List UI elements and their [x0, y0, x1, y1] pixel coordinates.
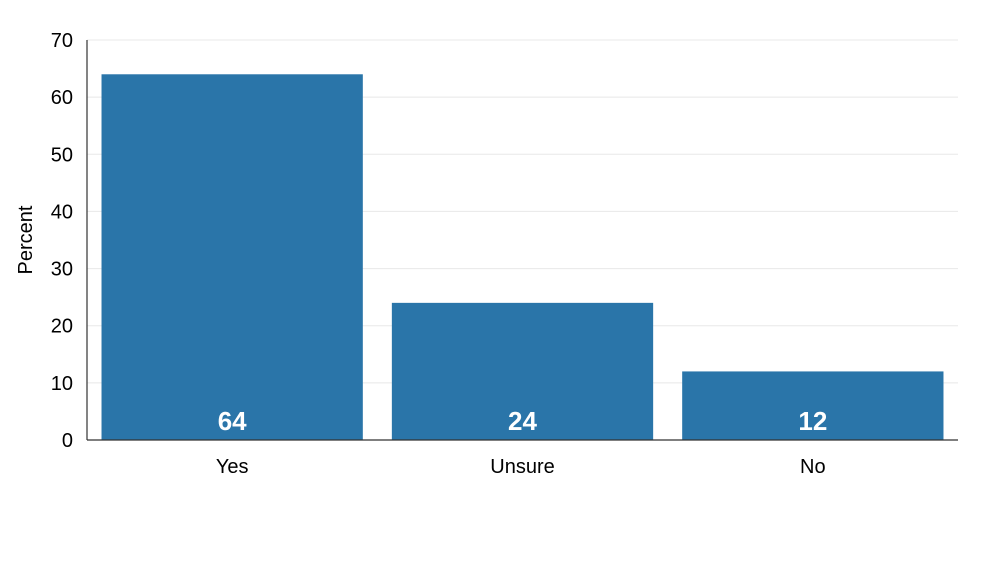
bar-data-label: 24: [508, 406, 537, 436]
bars: 64 24 12: [101, 74, 944, 441]
y-tick-label: 20: [51, 316, 73, 338]
y-tick-label: 70: [51, 30, 73, 52]
x-tick-label: Yes: [216, 456, 249, 478]
x-tick-labels: Yes Unsure No: [216, 456, 826, 478]
bar-unsure: [391, 302, 654, 440]
y-tick-label: 10: [51, 373, 73, 395]
y-tick-label: 50: [51, 144, 73, 166]
y-tick-label: 0: [62, 430, 73, 452]
y-axis-title: Percent: [15, 205, 37, 274]
bar-yes: [101, 74, 363, 441]
bar-data-label: 64: [218, 406, 247, 436]
bar-data-label: 12: [798, 406, 827, 436]
y-tick-label: 40: [51, 201, 73, 223]
x-tick-label: No: [800, 456, 826, 478]
y-tick-labels: 0 10 20 30 40 50 60 70: [51, 30, 73, 452]
y-tick-label: 30: [51, 259, 73, 281]
axes: [86, 40, 958, 441]
bar-no: [682, 371, 944, 440]
x-tick-label: Unsure: [490, 456, 554, 478]
y-tick-label: 60: [51, 87, 73, 109]
